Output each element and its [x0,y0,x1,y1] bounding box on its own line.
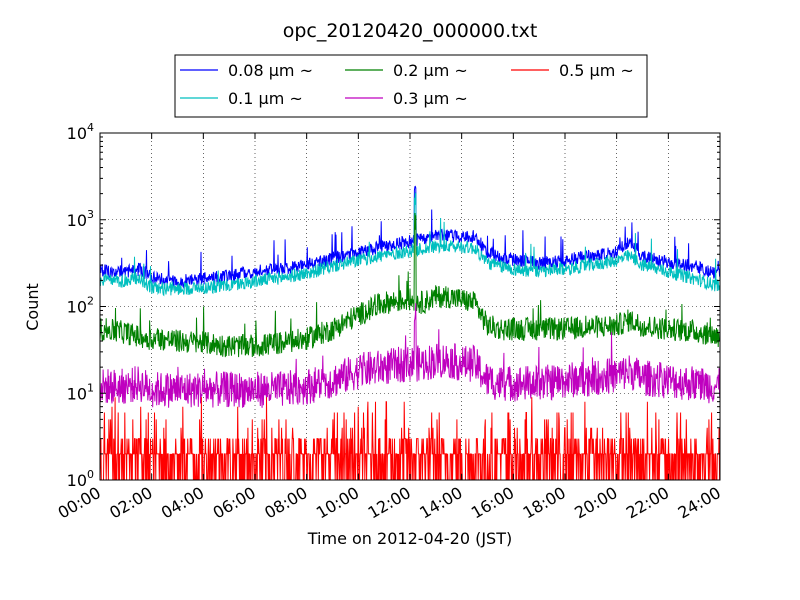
y-tick-label: 102 [67,295,94,317]
series-line [99,185,721,290]
x-tick-label: 04:00 [158,483,207,523]
x-tick-label: 02:00 [106,483,155,523]
x-tick-label: 10:00 [313,483,362,523]
y-tick-label: 101 [67,381,94,403]
legend-label: 0.3 μm ~ [393,89,468,108]
y-axis-label: Count [23,283,42,331]
chart-title: opc_20120420_000000.txt [283,20,538,42]
plot-area [99,133,721,481]
series-line [99,191,721,297]
legend-label: 0.1 μm ~ [228,89,303,108]
series-line [99,212,721,358]
x-tick-label: 06:00 [210,483,259,523]
legend-label: 0.5 μm ~ [559,61,634,80]
x-tick-label: 16:00 [468,483,517,523]
y-tick-label: 100 [67,468,94,490]
x-tick-label: 20:00 [571,483,620,523]
x-tick-label: 24:00 [675,483,724,523]
legend-box [174,54,648,118]
legend-label: 0.2 μm ~ [393,61,468,80]
x-tick-label: 22:00 [623,483,672,523]
y-tick-label: 103 [67,208,94,230]
legend-label: 0.08 μm ~ [228,61,313,80]
x-tick-label: 14:00 [416,483,465,523]
x-tick-label: 18:00 [520,483,569,523]
x-tick-label: 08:00 [261,483,310,523]
x-tick-label: 12:00 [365,483,414,523]
y-tick-label: 104 [67,121,94,143]
series-line [99,303,721,408]
x-axis-label: Time on 2012-04-20 (JST) [307,529,512,548]
legend: 0.08 μm ~ 0.2 μm ~ 0.5 μm ~ 0.1 μm ~ 0.3 μm … [180,61,634,108]
